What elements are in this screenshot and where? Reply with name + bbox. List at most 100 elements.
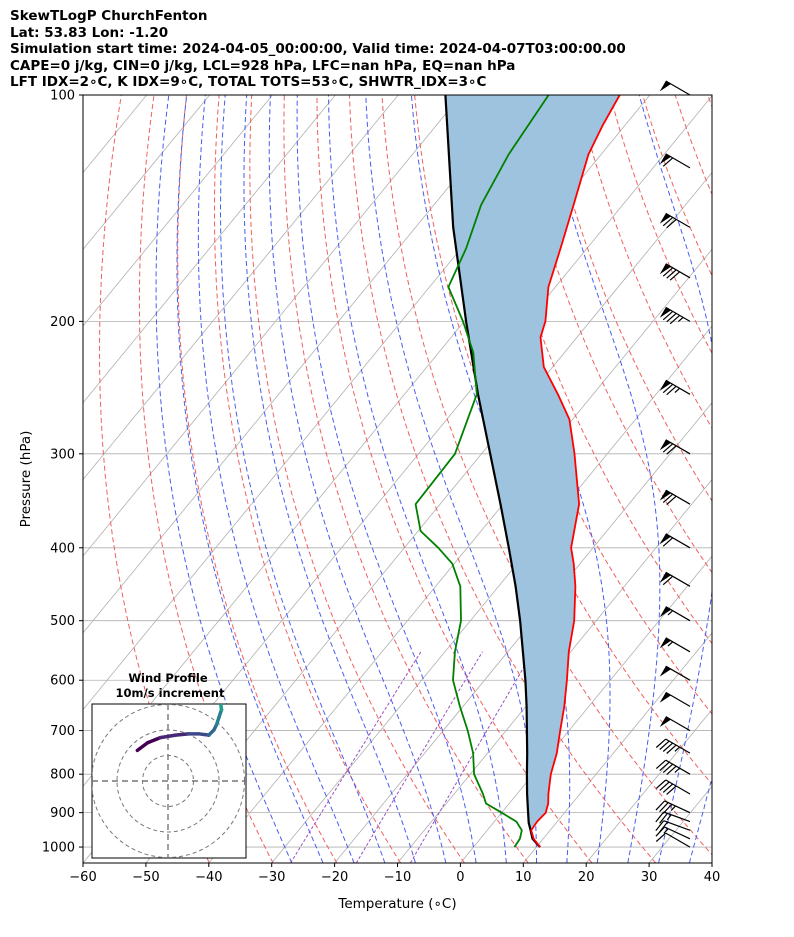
wind-barb-staff — [664, 826, 691, 840]
isotherm-line — [585, 708, 712, 863]
hodograph-subtitle: 10m/s increment — [116, 686, 225, 700]
wind-barb-full — [662, 157, 674, 167]
wind-barb-flag — [659, 213, 671, 224]
wind-barb-full — [659, 761, 670, 772]
dry-adiabat-line — [214, 95, 402, 863]
title-latlon: Lat: 53.83 Lon: -1.20 — [10, 24, 169, 41]
wind-barb-full — [659, 740, 670, 750]
y-tick-label: 400 — [50, 541, 75, 556]
mixing-ratio-line — [290, 651, 422, 863]
wind-barb — [659, 533, 691, 549]
wind-barb — [659, 212, 691, 229]
title-time: Simulation start time: 2024-04-05_00:00:… — [10, 41, 626, 57]
isotherm-line — [83, 95, 462, 557]
dry-adiabat-line — [577, 95, 712, 429]
x-tick-label: −20 — [321, 870, 348, 885]
wind-barb-staff — [665, 606, 691, 622]
hodograph-trace-segment — [239, 679, 247, 684]
wind-barb-full — [655, 820, 665, 832]
dry-adiabat-line — [642, 95, 712, 277]
wind-barb — [659, 263, 691, 281]
wind-barb-staff — [665, 759, 691, 775]
hodograph-trace-segment — [252, 674, 257, 677]
wind-barb-full — [669, 271, 681, 281]
y-tick-label: 1000 — [42, 841, 75, 856]
temperature-line — [530, 95, 621, 848]
wind-barb-flag — [659, 490, 671, 501]
wind-barb-half — [666, 814, 672, 821]
x-tick-label: 0 — [456, 870, 464, 885]
x-tick-label: −40 — [195, 870, 222, 885]
wind-barb-staff — [665, 533, 691, 549]
wind-barb-full — [666, 765, 677, 776]
wind-barb — [659, 153, 691, 169]
wind-barb-flag — [659, 606, 671, 618]
y-tick-label: 800 — [50, 768, 75, 783]
x-tick-label: 20 — [578, 870, 595, 885]
y-tick-label: 200 — [50, 315, 75, 330]
wind-barb-flag — [659, 153, 671, 165]
wind-barb-flag — [659, 572, 671, 583]
wind-barb-full — [666, 312, 677, 323]
wind-barb-full — [662, 742, 674, 752]
isotherm-line — [83, 95, 210, 250]
wind-barb — [655, 820, 691, 833]
wind-barb — [659, 489, 691, 506]
wind-barb — [655, 800, 691, 814]
wind-barb-full — [659, 802, 669, 813]
wind-barb-staff — [665, 691, 691, 707]
x-tick-label: 40 — [704, 870, 721, 885]
wind-barb-staff — [665, 80, 691, 96]
isotherm-line — [271, 325, 712, 863]
moist-adiabat-line — [220, 95, 386, 863]
wind-barb-full — [662, 803, 673, 814]
wind-barb — [659, 306, 691, 325]
wind-barb-half — [663, 828, 669, 834]
y-tick-label: 500 — [50, 614, 75, 629]
moist-adiabat-line — [176, 95, 324, 863]
moist-adiabat-line — [638, 95, 712, 863]
wind-barb-full — [659, 781, 670, 791]
isotherm-line — [83, 95, 525, 634]
moist-adiabat-line — [410, 95, 571, 863]
wind-barb-full — [666, 218, 677, 229]
wind-barb-staff — [665, 738, 691, 754]
x-tick-label: 30 — [641, 870, 658, 885]
wind-barb-staff — [665, 306, 691, 322]
wind-barb-flag — [659, 263, 671, 275]
y-tick-label: 600 — [50, 674, 75, 689]
wind-barb — [655, 779, 691, 795]
wind-barb-full — [669, 314, 681, 325]
wind-barb-staff — [665, 263, 691, 279]
dry-adiabat-line — [773, 95, 794, 863]
dry-adiabat-line — [674, 95, 712, 196]
wind-barb — [659, 571, 691, 587]
wind-barb-full — [662, 537, 674, 547]
x-tick-label: −60 — [69, 870, 96, 885]
wind-barb-staff — [665, 489, 691, 505]
x-tick-label: 10 — [515, 870, 532, 885]
wind-barb-full — [662, 216, 674, 227]
x-axis-label: Temperature (∘C) — [337, 896, 456, 912]
wind-barb-flag — [659, 637, 671, 649]
hodograph-trace-segment — [229, 684, 239, 687]
moist-adiabat-line — [155, 95, 293, 863]
wind-barb-full — [659, 821, 668, 833]
moist-adiabat-line — [688, 776, 712, 863]
y-tick-label: 100 — [50, 89, 75, 104]
wind-barb-half — [677, 316, 684, 323]
wind-barb — [659, 637, 691, 653]
wind-barb-flag — [659, 439, 671, 451]
wind-barb-flag — [659, 533, 671, 545]
isotherm-line — [460, 555, 712, 863]
mixing-ratio-line — [355, 651, 483, 863]
wind-barb-full — [662, 383, 674, 394]
dry-adiabat-line — [348, 95, 657, 863]
cape-cin-fill — [445, 95, 620, 848]
wind-barb — [659, 606, 691, 622]
wind-barb-staff — [665, 832, 691, 848]
y-tick-label: 300 — [50, 447, 75, 462]
dewpoint-line — [414, 95, 550, 848]
wind-barb-staff — [665, 716, 691, 732]
title-station: SkewTLogP ChurchFenton — [10, 8, 208, 24]
